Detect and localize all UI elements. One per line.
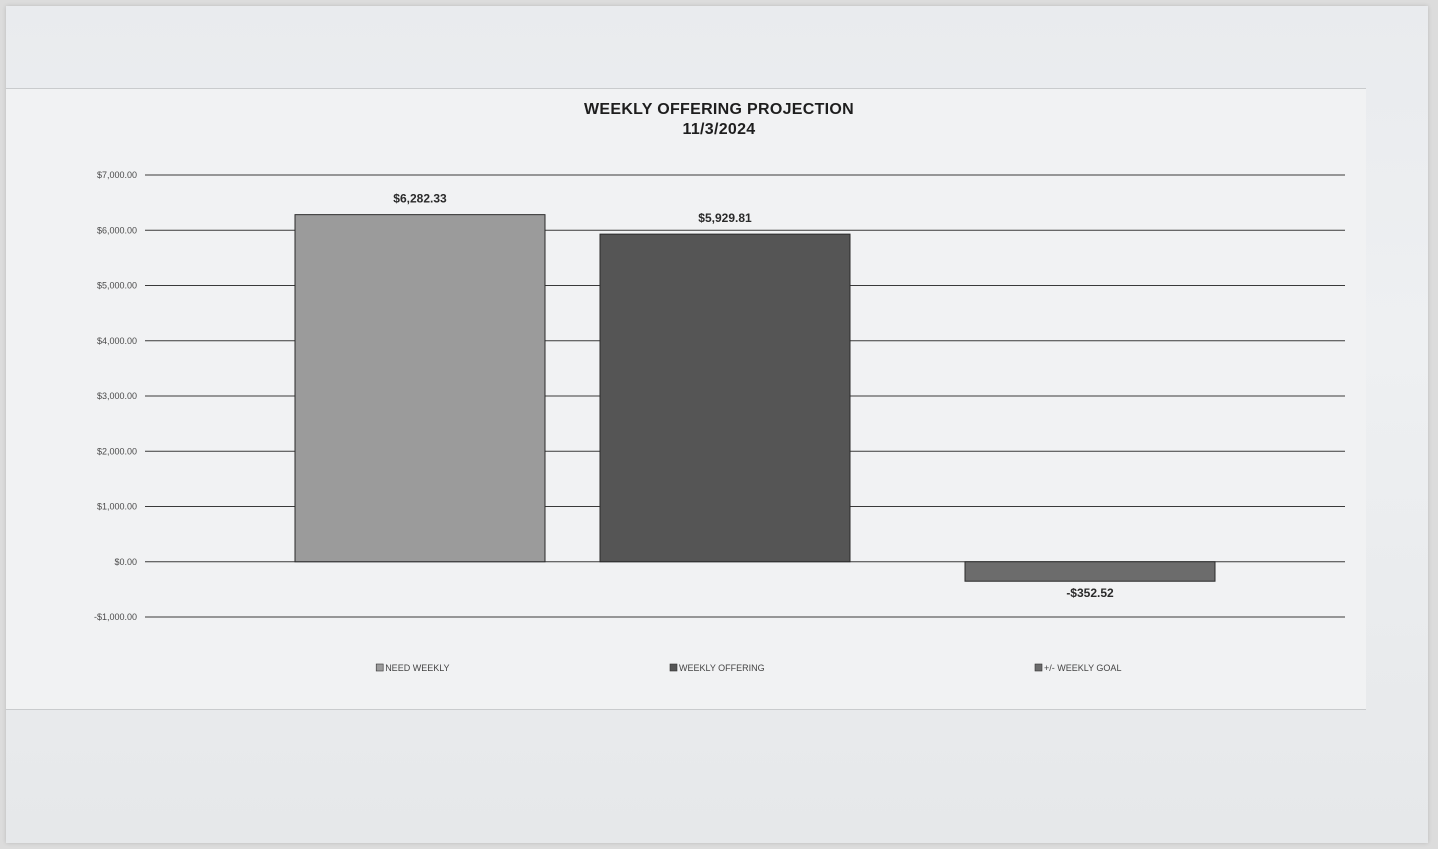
y-tick-label: $6,000.00: [97, 225, 137, 235]
data-label: $5,929.81: [698, 211, 752, 225]
legend-swatch: [375, 663, 384, 672]
y-tick-label: $1,000.00: [97, 502, 137, 512]
y-tick-label: -$1,000.00: [94, 612, 137, 622]
chart-subtitle: 11/3/2024: [682, 121, 756, 138]
y-tick-label: $5,000.00: [97, 281, 137, 291]
legend-swatch: [1034, 663, 1043, 672]
y-tick-label: $3,000.00: [97, 391, 137, 401]
legend-label: NEED WEEKLY: [385, 663, 449, 673]
bar: [294, 214, 546, 563]
legend-swatch: [669, 663, 678, 672]
bar: [599, 233, 851, 563]
data-label: $6,282.33: [393, 192, 447, 206]
data-label: -$352.52: [1066, 586, 1114, 600]
chart-title: WEEKLY OFFERING PROJECTION: [583, 101, 855, 118]
legend-label: +/- WEEKLY GOAL: [1044, 663, 1121, 673]
y-tick-label: $7,000.00: [97, 170, 137, 180]
y-tick-label: $4,000.00: [97, 336, 137, 346]
y-tick-label: $0.00: [114, 557, 137, 567]
bar: [964, 561, 1216, 582]
legend-label: WEEKLY OFFERING: [679, 663, 765, 673]
y-tick-label: $2,000.00: [97, 446, 137, 456]
